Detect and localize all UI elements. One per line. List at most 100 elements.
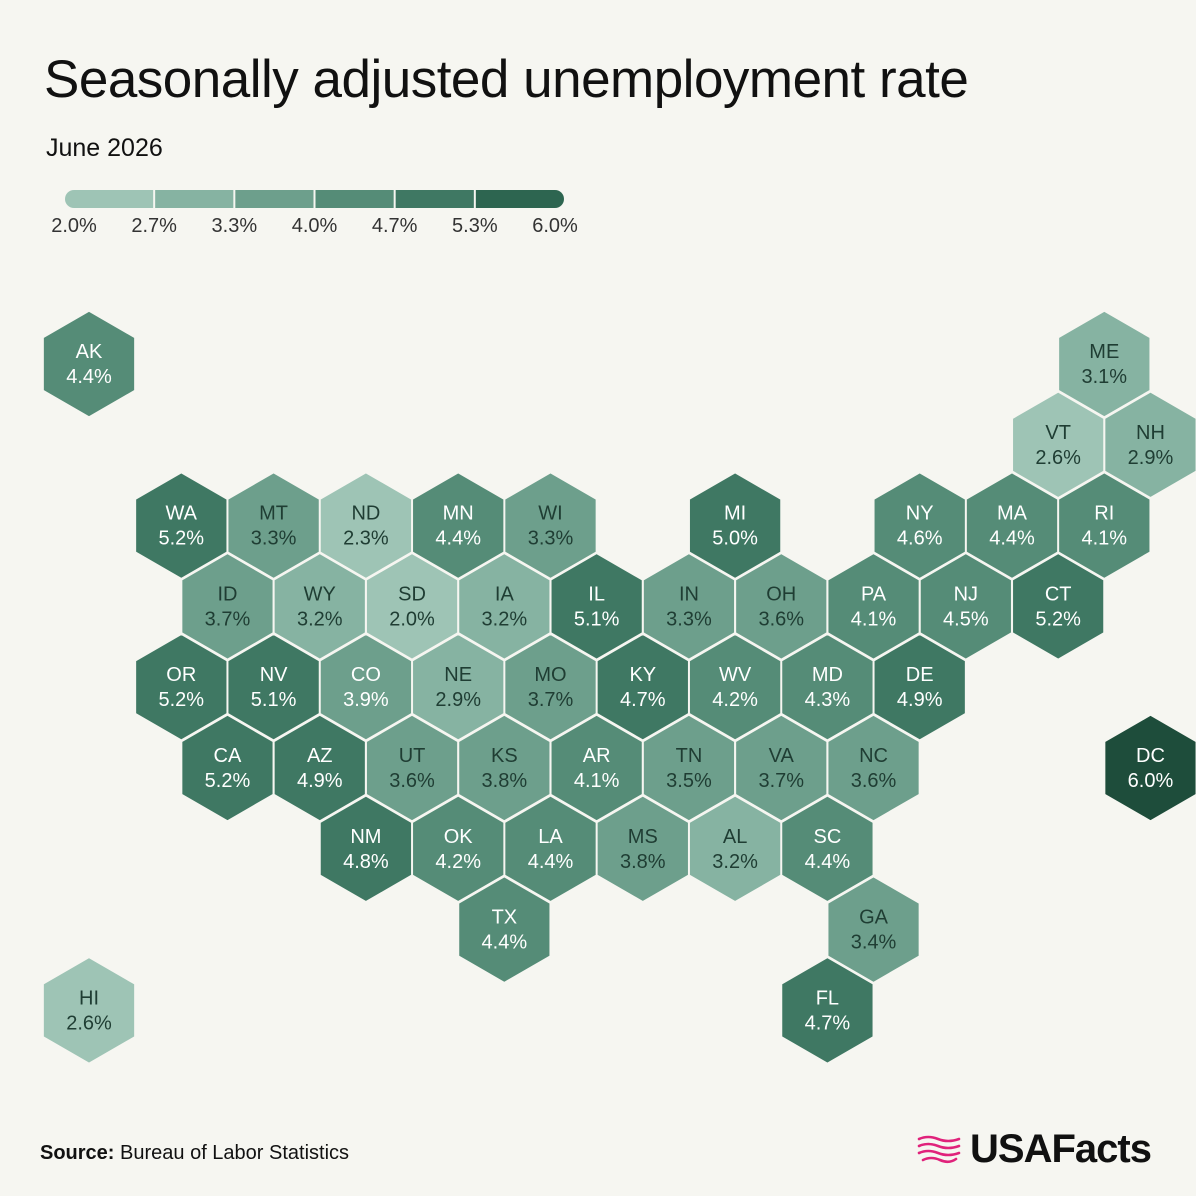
state-hex-fl[interactable]: FL 4.7% (780, 956, 875, 1065)
state-rate: 4.1% (851, 608, 897, 630)
state-hex-mo[interactable]: MO 3.7% (503, 633, 598, 742)
flag-icon (917, 1135, 961, 1164)
state-hex-tn[interactable]: TN 3.5% (642, 714, 736, 822)
state-rate: 4.1% (1082, 528, 1128, 550)
state-rate: 4.4% (66, 366, 112, 388)
state-hex-ct[interactable]: CT 5.2% (1011, 552, 1105, 661)
state-hex-la[interactable]: LA 4.4% (503, 794, 598, 903)
state-hex-shape (688, 471, 782, 580)
state-hex-ks[interactable]: KS 3.8% (457, 714, 551, 822)
state-hex-mi[interactable]: MI 5.0% (688, 471, 782, 580)
state-hex-mt[interactable]: MT 3.3% (226, 471, 321, 580)
state-hex-ut[interactable]: UT 3.6% (365, 714, 459, 822)
state-hex-ak[interactable]: AK 4.4% (42, 310, 136, 418)
state-hex-tx[interactable]: TX 4.4% (457, 875, 551, 984)
state-rate: 4.1% (574, 770, 620, 792)
state-rate: 2.9% (1128, 447, 1174, 469)
state-rate: 3.3% (251, 528, 297, 550)
state-rate: 5.2% (205, 770, 251, 792)
state-hex-dc[interactable]: DC 6.0% (1103, 714, 1196, 822)
state-abbr: HI (79, 987, 99, 1009)
state-abbr: ND (351, 503, 380, 525)
state-hex-shape (1057, 471, 1151, 580)
state-abbr: MO (534, 664, 566, 686)
state-hex-me[interactable]: ME 3.1% (1057, 310, 1151, 418)
state-abbr: WV (719, 664, 752, 686)
state-rate: 3.3% (528, 528, 574, 550)
usafacts-logo[interactable]: USAFacts (916, 1124, 1152, 1174)
state-abbr: WY (304, 583, 336, 605)
state-hex-wa[interactable]: WA 5.2% (134, 471, 228, 580)
state-hex-sd[interactable]: SD 2.0% (365, 552, 459, 661)
state-abbr: PA (861, 583, 887, 605)
state-hex-or[interactable]: OR 5.2% (134, 633, 228, 742)
state-abbr: RI (1094, 503, 1114, 525)
state-hex-ms[interactable]: MS 3.8% (596, 794, 690, 903)
state-rate: 4.4% (528, 851, 574, 873)
state-hex-de[interactable]: DE 4.9% (873, 633, 967, 742)
state-hex-nj[interactable]: NJ 4.5% (919, 552, 1013, 661)
state-abbr: IA (495, 583, 515, 605)
state-hex-pa[interactable]: PA 4.1% (826, 552, 921, 661)
state-abbr: IN (679, 583, 699, 605)
state-rate: 2.6% (1035, 447, 1081, 469)
state-abbr: TN (676, 745, 703, 767)
state-hex-wi[interactable]: WI 3.3% (503, 471, 598, 580)
state-hex-vt[interactable]: VT 2.6% (1011, 390, 1105, 499)
state-abbr: NC (859, 745, 888, 767)
state-hex-nc[interactable]: NC 3.6% (826, 714, 921, 822)
state-abbr: KS (491, 745, 518, 767)
state-hex-mn[interactable]: MN 4.4% (411, 471, 505, 580)
source-label: Source: (40, 1142, 115, 1164)
state-hex-wy[interactable]: WY 3.2% (273, 552, 367, 661)
state-hex-il[interactable]: IL 5.1% (550, 552, 644, 661)
state-abbr: MT (259, 503, 288, 525)
state-abbr: ME (1089, 341, 1119, 363)
state-hex-co[interactable]: CO 3.9% (319, 633, 413, 742)
state-hex-shape (780, 956, 875, 1065)
state-hex-ga[interactable]: GA 3.4% (826, 875, 921, 984)
page-subtitle: June 2026 (46, 134, 163, 162)
state-rate: 3.8% (620, 851, 666, 873)
state-rate: 5.2% (159, 689, 205, 711)
state-hex-shape (873, 633, 967, 742)
state-hex-oh[interactable]: OH 3.6% (734, 552, 828, 661)
state-abbr: SC (814, 826, 842, 848)
state-hex-sc[interactable]: SC 4.4% (780, 794, 875, 903)
state-rate: 4.4% (482, 932, 528, 954)
state-rate: 4.6% (897, 528, 943, 550)
state-hex-shape (826, 714, 921, 822)
state-abbr: WI (538, 503, 562, 525)
state-hex-shape (1103, 390, 1196, 499)
state-rate: 4.9% (297, 770, 343, 792)
state-rate: 4.5% (943, 608, 989, 630)
state-abbr: OH (766, 583, 796, 605)
state-abbr: ID (217, 583, 237, 605)
state-hex-shape (826, 875, 921, 984)
state-hex-nd[interactable]: ND 2.3% (319, 471, 413, 580)
state-hex-nm[interactable]: NM 4.8% (319, 794, 413, 903)
state-hex-ia[interactable]: IA 3.2% (457, 552, 551, 661)
state-hex-ma[interactable]: MA 4.4% (965, 471, 1059, 580)
state-hex-shape (42, 956, 136, 1065)
state-hex-va[interactable]: VA 3.7% (734, 714, 828, 822)
state-rate: 4.4% (435, 528, 481, 550)
state-hex-al[interactable]: AL 3.2% (688, 794, 782, 903)
state-rate: 3.2% (712, 851, 758, 873)
state-rate: 3.9% (343, 689, 389, 711)
state-rate: 4.8% (343, 851, 389, 873)
state-abbr: VA (769, 745, 795, 767)
state-rate: 5.1% (574, 608, 620, 630)
state-abbr: WA (166, 503, 198, 525)
state-hex-ny[interactable]: NY 4.6% (873, 471, 967, 580)
state-hex-shape (1103, 714, 1196, 822)
state-abbr: NM (350, 826, 381, 848)
state-hex-in[interactable]: IN 3.3% (642, 552, 736, 661)
state-hex-hi[interactable]: HI 2.6% (42, 956, 136, 1065)
state-hex-ri[interactable]: RI 4.1% (1057, 471, 1151, 580)
state-hex-shape (780, 794, 875, 903)
state-hex-nh[interactable]: NH 2.9% (1103, 390, 1196, 499)
state-rate: 3.7% (205, 608, 251, 630)
state-hex-md[interactable]: MD 4.3% (780, 633, 875, 742)
state-hex-ar[interactable]: AR 4.1% (550, 714, 644, 822)
